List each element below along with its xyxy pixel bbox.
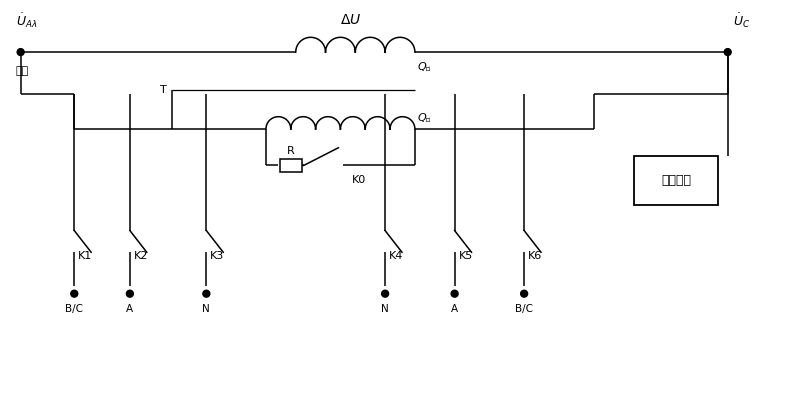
Text: $\dot{U}_{A\lambda}$: $\dot{U}_{A\lambda}$ xyxy=(16,12,38,30)
Text: $Q_{次}$: $Q_{次}$ xyxy=(417,60,432,74)
Text: K6: K6 xyxy=(528,251,542,261)
Bar xyxy=(280,159,302,172)
Text: B/C: B/C xyxy=(515,304,533,314)
Text: 补偿电容: 补偿电容 xyxy=(661,174,691,187)
Bar xyxy=(634,156,718,205)
Text: T: T xyxy=(160,84,166,94)
Text: $\Delta U$: $\Delta U$ xyxy=(340,14,361,28)
Text: K5: K5 xyxy=(458,251,473,261)
Text: K3: K3 xyxy=(210,251,225,261)
Text: K4: K4 xyxy=(389,251,403,261)
Circle shape xyxy=(724,49,731,56)
Text: B/C: B/C xyxy=(66,304,83,314)
Text: 母线: 母线 xyxy=(16,66,29,76)
Text: A: A xyxy=(451,304,458,314)
Text: A: A xyxy=(126,304,134,314)
Text: N: N xyxy=(382,304,389,314)
Circle shape xyxy=(17,49,24,56)
Text: N: N xyxy=(202,304,210,314)
Circle shape xyxy=(203,290,210,297)
Circle shape xyxy=(451,290,458,297)
Text: K0: K0 xyxy=(352,175,366,185)
Circle shape xyxy=(382,290,389,297)
Text: $\dot{U}_C$: $\dot{U}_C$ xyxy=(733,12,750,30)
Text: K2: K2 xyxy=(134,251,148,261)
Text: K1: K1 xyxy=(78,251,93,261)
Circle shape xyxy=(126,290,134,297)
Circle shape xyxy=(71,290,78,297)
Circle shape xyxy=(521,290,528,297)
Text: $Q_{初}$: $Q_{初}$ xyxy=(417,111,432,125)
Text: R: R xyxy=(287,146,294,156)
